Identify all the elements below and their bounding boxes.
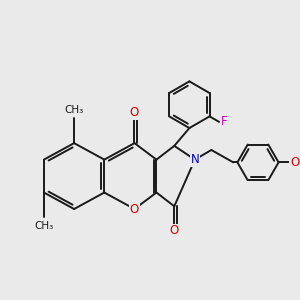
Text: O: O: [130, 202, 139, 215]
Text: O: O: [170, 224, 179, 238]
Text: CH₃: CH₃: [64, 105, 84, 115]
Text: CH₃: CH₃: [34, 220, 54, 230]
Text: F: F: [221, 116, 227, 128]
Text: N: N: [190, 153, 199, 166]
Text: O: O: [130, 106, 139, 119]
Text: O: O: [290, 156, 300, 169]
